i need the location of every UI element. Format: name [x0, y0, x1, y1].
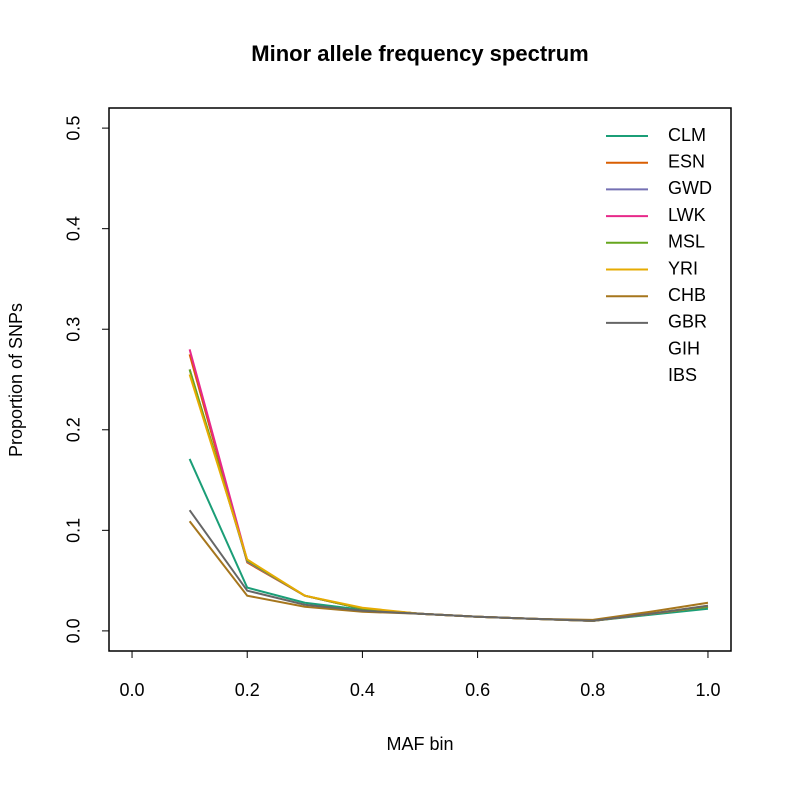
legend-label: GIH	[668, 338, 700, 358]
legend-label: LWK	[668, 205, 706, 225]
series-line	[188, 509, 709, 622]
y-tick-label: 0.3	[64, 317, 84, 342]
x-tick-label: 0.0	[120, 680, 145, 700]
x-tick-label: 0.8	[580, 680, 605, 700]
legend-label: GWD	[668, 178, 712, 198]
legend-label: GBR	[668, 312, 707, 332]
x-tick-label: 0.6	[465, 680, 490, 700]
x-tick-label: 0.4	[350, 680, 375, 700]
chart-title: Minor allele frequency spectrum	[251, 41, 588, 66]
x-axis-label: MAF bin	[386, 734, 453, 754]
legend-label: MSL	[668, 232, 705, 252]
legend-label: YRI	[668, 258, 698, 278]
y-tick-label: 0.4	[64, 216, 84, 241]
legend-label: CLM	[668, 125, 706, 145]
y-axis-label: Proportion of SNPs	[6, 303, 26, 457]
y-tick-label: 0.0	[64, 618, 84, 643]
x-tick-label: 1.0	[695, 680, 720, 700]
x-tick-label: 0.2	[235, 680, 260, 700]
y-tick-label: 0.2	[64, 417, 84, 442]
y-tick-label: 0.5	[64, 116, 84, 141]
legend-label: CHB	[668, 285, 706, 305]
y-tick-label: 0.1	[64, 518, 84, 543]
legend-label: ESN	[668, 151, 705, 171]
legend-label: IBS	[668, 365, 697, 385]
